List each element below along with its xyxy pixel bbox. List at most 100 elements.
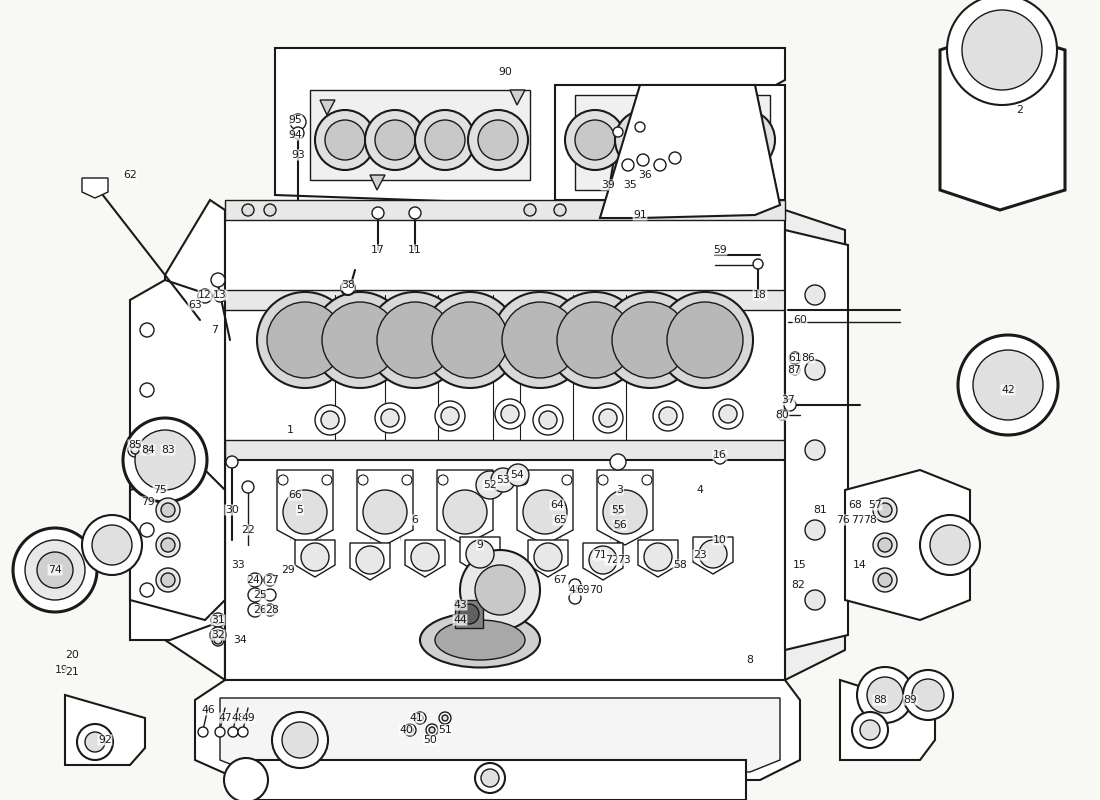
Circle shape — [92, 525, 132, 565]
Polygon shape — [370, 175, 385, 190]
Circle shape — [873, 498, 896, 522]
Polygon shape — [785, 210, 845, 680]
Polygon shape — [310, 90, 530, 180]
Text: 55: 55 — [612, 505, 625, 515]
Circle shape — [958, 335, 1058, 435]
Circle shape — [789, 352, 801, 364]
Circle shape — [238, 727, 248, 737]
Polygon shape — [597, 470, 653, 545]
Text: 83: 83 — [161, 445, 175, 455]
Circle shape — [425, 120, 465, 160]
Circle shape — [278, 475, 288, 485]
Circle shape — [214, 616, 222, 624]
Circle shape — [375, 120, 415, 160]
Text: 19: 19 — [55, 665, 69, 675]
Circle shape — [637, 154, 649, 166]
Circle shape — [442, 715, 448, 721]
Text: 94: 94 — [288, 130, 301, 140]
Circle shape — [476, 471, 504, 499]
Text: 5: 5 — [297, 505, 304, 515]
Polygon shape — [220, 698, 780, 772]
Text: 91: 91 — [634, 210, 647, 220]
Text: 23: 23 — [693, 550, 707, 560]
Circle shape — [805, 360, 825, 380]
Circle shape — [547, 292, 644, 388]
Text: 93: 93 — [292, 150, 305, 160]
Circle shape — [657, 292, 754, 388]
Circle shape — [214, 290, 225, 302]
Text: 13: 13 — [213, 290, 227, 300]
Circle shape — [341, 281, 355, 295]
Circle shape — [290, 114, 306, 130]
Text: 40: 40 — [399, 725, 412, 735]
Circle shape — [429, 727, 434, 733]
Circle shape — [644, 543, 672, 571]
Circle shape — [432, 302, 508, 378]
Polygon shape — [165, 200, 226, 680]
Circle shape — [554, 204, 566, 216]
Text: 54: 54 — [510, 470, 524, 480]
Text: 79: 79 — [141, 497, 155, 507]
Ellipse shape — [434, 620, 525, 660]
Circle shape — [878, 503, 892, 517]
Text: 45: 45 — [568, 585, 582, 595]
Text: 50: 50 — [424, 735, 437, 745]
Circle shape — [962, 10, 1042, 90]
Circle shape — [13, 528, 97, 612]
Circle shape — [524, 204, 536, 216]
Polygon shape — [220, 290, 790, 310]
Text: 36: 36 — [638, 170, 652, 180]
Circle shape — [878, 538, 892, 552]
Polygon shape — [245, 762, 745, 800]
Text: 63: 63 — [188, 300, 202, 310]
Circle shape — [409, 207, 421, 219]
Bar — [246, 760, 746, 800]
Text: 66: 66 — [288, 490, 301, 500]
Circle shape — [600, 409, 617, 427]
Text: 17: 17 — [371, 245, 385, 255]
Text: 87: 87 — [788, 365, 801, 375]
Text: 6: 6 — [411, 515, 418, 525]
Polygon shape — [405, 540, 446, 577]
Polygon shape — [130, 280, 225, 640]
Circle shape — [912, 679, 944, 711]
Circle shape — [602, 292, 698, 388]
Circle shape — [612, 302, 688, 378]
Text: 49: 49 — [241, 713, 255, 723]
Text: 16: 16 — [713, 450, 727, 460]
Circle shape — [407, 727, 412, 733]
Circle shape — [161, 503, 175, 517]
Circle shape — [610, 518, 625, 532]
Text: eurospares: eurospares — [133, 299, 487, 401]
Circle shape — [867, 677, 903, 713]
Circle shape — [491, 468, 515, 492]
Circle shape — [805, 520, 825, 540]
Circle shape — [615, 110, 675, 170]
Text: 32: 32 — [211, 630, 224, 640]
Circle shape — [140, 323, 154, 337]
Circle shape — [321, 411, 339, 429]
Circle shape — [860, 720, 880, 740]
Text: 21: 21 — [65, 667, 79, 677]
Circle shape — [502, 302, 578, 378]
Circle shape — [377, 302, 453, 378]
Text: 77: 77 — [851, 515, 865, 525]
Circle shape — [37, 552, 73, 588]
Text: 78: 78 — [864, 515, 877, 525]
Circle shape — [212, 634, 224, 646]
Text: 8: 8 — [747, 655, 754, 665]
Text: 51: 51 — [438, 725, 452, 735]
Circle shape — [719, 405, 737, 423]
Circle shape — [140, 523, 154, 537]
Text: 82: 82 — [791, 580, 805, 590]
Text: 67: 67 — [553, 575, 566, 585]
Circle shape — [135, 430, 195, 490]
Text: 46: 46 — [201, 705, 214, 715]
Circle shape — [698, 540, 727, 568]
Circle shape — [264, 604, 276, 616]
Circle shape — [562, 475, 572, 485]
Circle shape — [443, 490, 487, 534]
Circle shape — [439, 712, 451, 724]
Circle shape — [522, 490, 566, 534]
Text: 10: 10 — [713, 535, 727, 545]
